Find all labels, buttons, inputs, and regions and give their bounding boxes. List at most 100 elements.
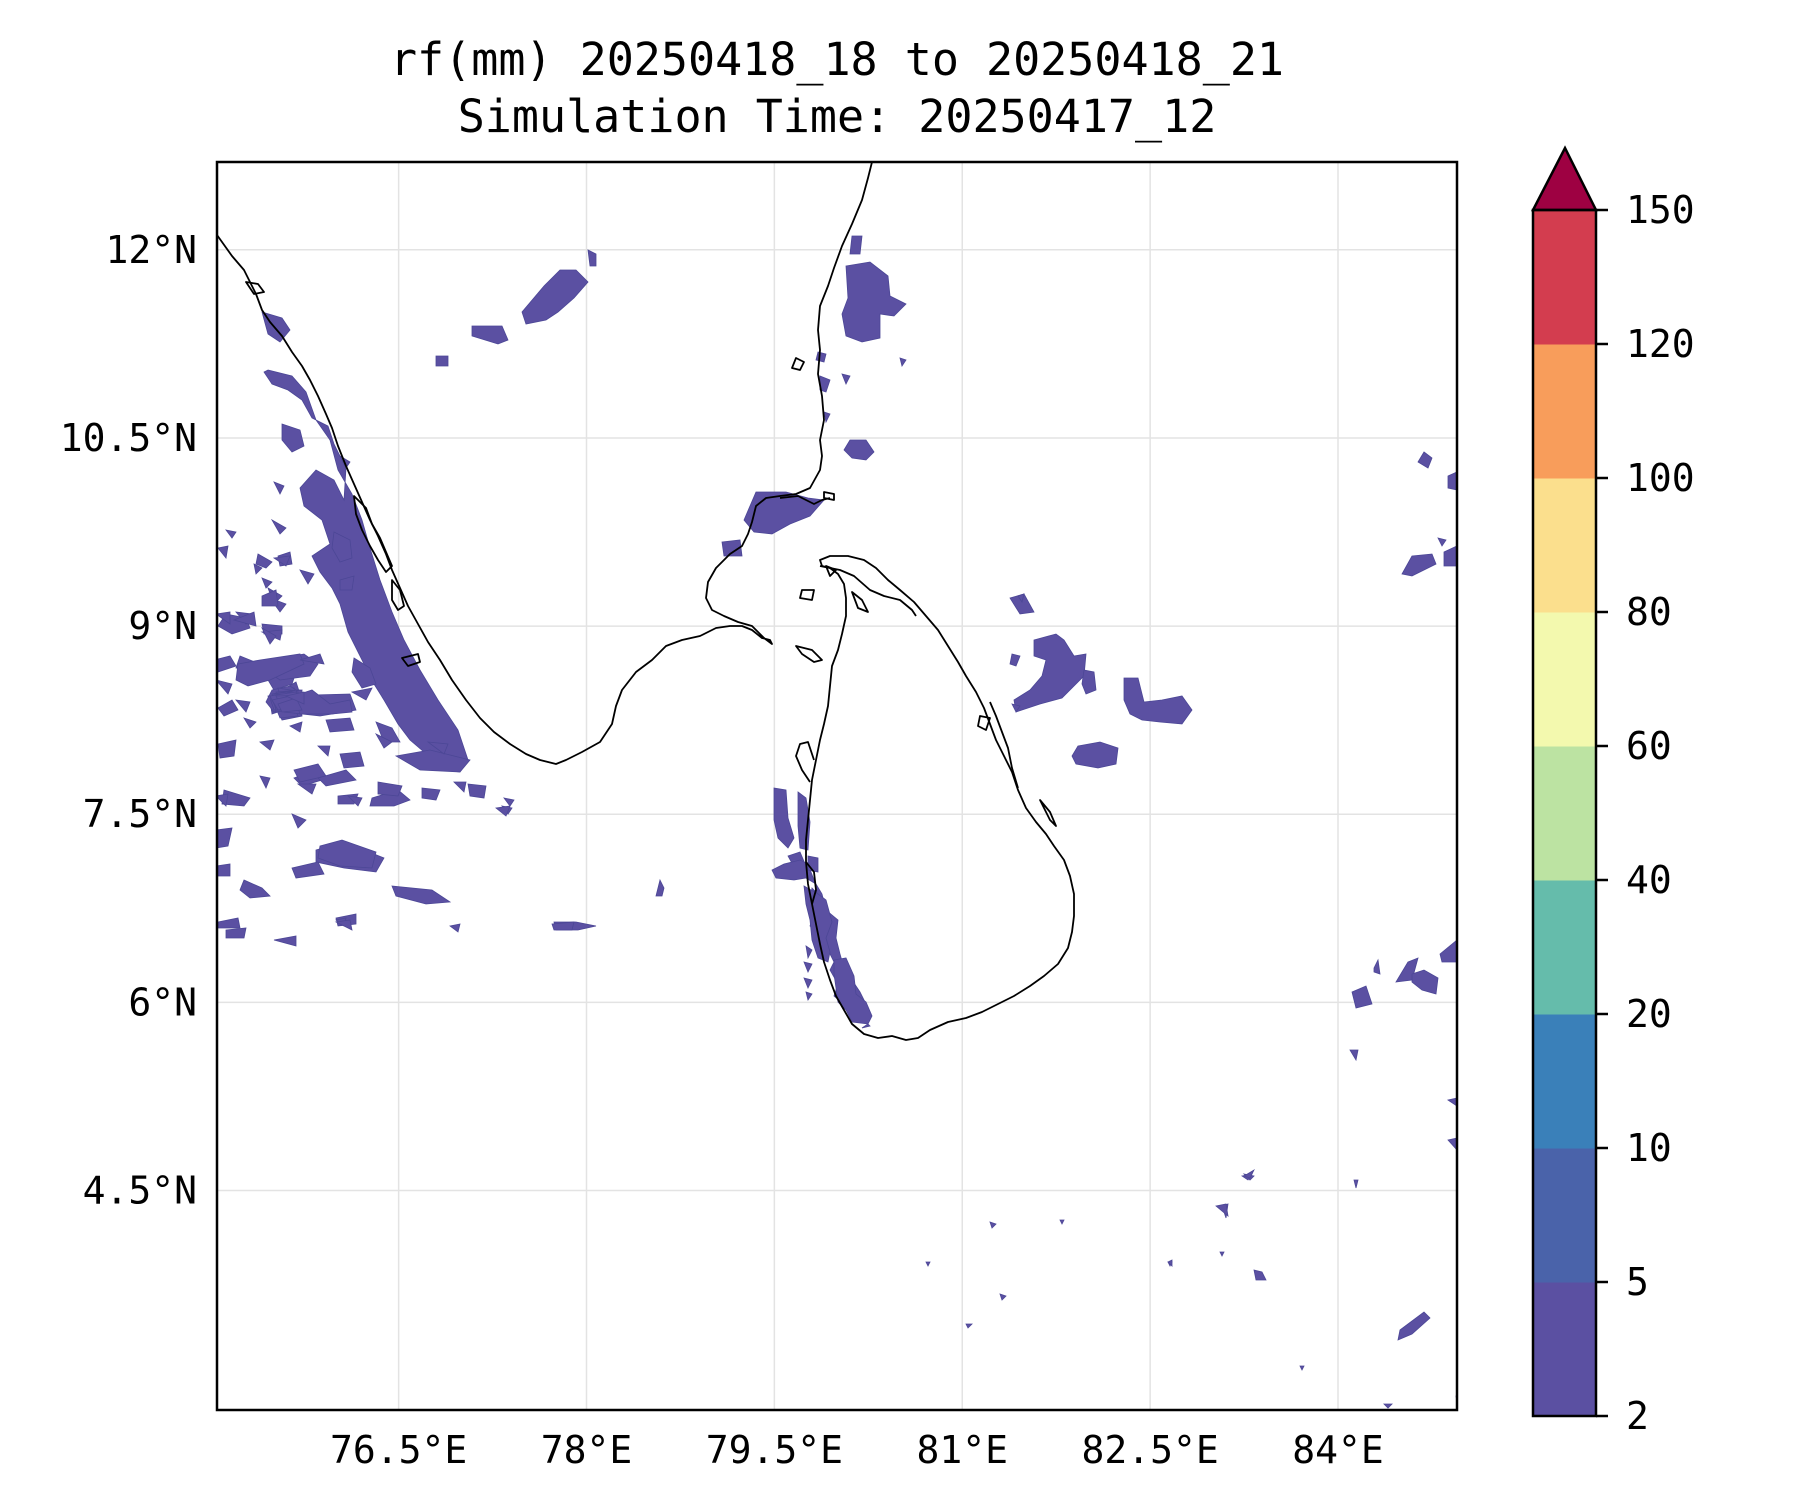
rain-patch <box>272 555 291 567</box>
x-tick-label: 79.5°E <box>706 1428 843 1472</box>
rain-patch <box>217 739 237 759</box>
sri-lanka-coastline <box>805 555 1075 1041</box>
rain-patch <box>1017 593 1025 603</box>
rain-patch <box>259 775 271 789</box>
rain-patch <box>394 749 471 773</box>
rain-patch <box>805 991 813 1001</box>
rain-patch <box>841 373 851 385</box>
colorbar-tick-label: 40 <box>1626 858 1672 902</box>
rain-patch <box>225 529 237 539</box>
rain-patch <box>259 739 275 751</box>
rain-patch <box>925 1261 931 1267</box>
colorbar-blocks <box>1533 210 1596 1417</box>
rain-patch <box>217 679 233 695</box>
rain-patch <box>503 797 515 807</box>
rain-patch <box>350 687 373 701</box>
rain-patch <box>1071 741 1119 769</box>
rain-patch <box>551 921 575 931</box>
rain-patch <box>587 249 597 267</box>
rain-patch <box>1167 1259 1173 1267</box>
rain-patch <box>273 935 297 947</box>
rain-patch <box>235 653 305 687</box>
rain-patch <box>1349 1049 1359 1062</box>
island <box>791 357 805 371</box>
rain-patch <box>1383 1403 1393 1409</box>
rain-patch <box>1439 939 1457 963</box>
sri-lanka-jaffna <box>819 565 917 617</box>
rain-patch <box>1013 633 1087 713</box>
rain-patch <box>1411 969 1439 995</box>
kerala-backwater <box>353 495 393 573</box>
rain-patch <box>346 795 363 807</box>
rain-patch <box>377 781 403 797</box>
rain-patch <box>1401 553 1437 577</box>
rain-patch <box>289 721 303 733</box>
colorbar-tick-label: 100 <box>1626 456 1695 500</box>
rain-patch <box>351 657 377 689</box>
rain-patch <box>1215 1203 1229 1217</box>
rain-patch <box>823 411 831 424</box>
island <box>977 715 991 731</box>
rain-patch <box>449 923 461 933</box>
rain-patch <box>239 879 271 899</box>
rain-patch <box>284 691 305 705</box>
colorbar-tick-label: 120 <box>1626 322 1695 366</box>
colorbar-block <box>1533 1014 1596 1149</box>
coast-inlet <box>401 653 421 667</box>
rain-patch <box>815 351 827 363</box>
rain-patch <box>1447 471 1457 491</box>
rain-patch <box>277 697 303 713</box>
colorbar-tick-label: 60 <box>1626 724 1672 768</box>
rain-patch <box>243 717 257 729</box>
rain-patch <box>803 961 813 973</box>
rain-patch <box>331 531 353 563</box>
rain-patch <box>1253 1269 1267 1281</box>
rain-patch <box>253 563 263 575</box>
colorbar-block <box>1533 880 1596 1015</box>
rain-patch <box>273 481 285 495</box>
rain-patch <box>803 885 833 963</box>
rain-patch <box>841 261 907 343</box>
colorbar-ticks: 2 5 10 20 40 60 80 100 120 150 <box>1596 188 1695 1438</box>
rain-patch <box>317 769 357 787</box>
rain-patch <box>849 235 863 255</box>
x-axis: 76.5°E 78°E 79.5°E 81°E 82.5°E 84°E <box>330 1428 1384 1472</box>
colorbar-block <box>1533 1282 1596 1417</box>
x-tick-label: 76.5°E <box>330 1428 467 1472</box>
colorbar-block <box>1533 210 1596 345</box>
island <box>823 491 835 501</box>
colorbar-block <box>1533 612 1596 747</box>
rain-patch <box>899 357 907 367</box>
rain-patch <box>1059 1219 1065 1225</box>
rain-patch <box>217 699 239 717</box>
colorbar-block <box>1533 344 1596 479</box>
rain-patch <box>1299 1365 1305 1371</box>
gridlines <box>217 162 1457 1410</box>
colorbar-block <box>1533 478 1596 613</box>
rain-patch <box>391 885 452 905</box>
rain-patch <box>217 827 233 849</box>
rain-patch <box>1447 1137 1457 1151</box>
rain-patch <box>217 611 231 625</box>
rain-patch <box>261 577 273 589</box>
rain-patch <box>521 269 589 325</box>
rain-patch <box>270 518 287 535</box>
rain-patch <box>281 423 305 453</box>
rain-patch <box>805 945 813 960</box>
kerala-lagoon <box>245 281 265 295</box>
coast-inlet <box>779 495 831 505</box>
rain-patch <box>1123 677 1193 725</box>
map-panel: 76.5°E 78°E 79.5°E 81°E 82.5°E 84°E 12°N 10.5°… <box>60 160 1459 1472</box>
x-tick-label: 81°E <box>916 1428 1008 1472</box>
colorbar-block <box>1533 746 1596 881</box>
rain-patch <box>374 733 393 749</box>
rain-patch <box>989 1221 997 1229</box>
colorbar-frame <box>1531 208 1598 1418</box>
x-tick-label: 78°E <box>541 1428 633 1472</box>
rain-patch <box>426 741 449 755</box>
y-tick-label: 7.5°N <box>83 792 197 836</box>
rain-patch <box>1446 1097 1457 1107</box>
colorbar-extend-arrow <box>1530 145 1599 212</box>
rain-patch <box>1009 653 1021 667</box>
